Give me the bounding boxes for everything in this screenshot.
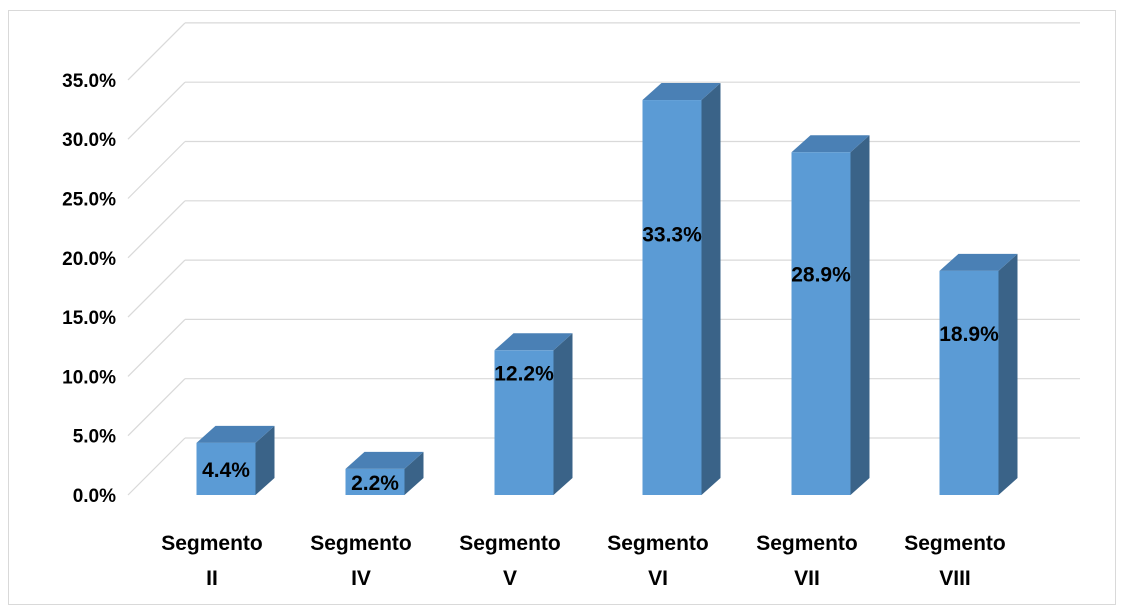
- gridline-depth: [127, 259, 186, 318]
- x-tick-label: V: [503, 567, 517, 590]
- x-tick-label: Segmento: [161, 532, 263, 555]
- data-label: 28.9%: [791, 264, 851, 287]
- x-tick-label: Segmento: [607, 532, 709, 555]
- bar-side: [850, 135, 870, 495]
- y-tick-label: 15.0%: [62, 308, 116, 329]
- gridline-depth: [127, 378, 186, 437]
- gridline-depth: [127, 200, 186, 259]
- y-tick-label: 5.0%: [73, 427, 116, 448]
- x-tick-label: Segmento: [904, 532, 1006, 555]
- data-label: 18.9%: [939, 323, 999, 346]
- gridline-depth: [127, 141, 186, 199]
- bar-top: [345, 451, 424, 469]
- bar-side: [255, 425, 275, 495]
- data-label: 12.2%: [494, 363, 554, 386]
- x-tick-label: VIII: [939, 567, 971, 590]
- chart-frame: [8, 10, 1116, 605]
- x-tick-label: Segmento: [459, 532, 561, 555]
- x-tick-label: VII: [794, 567, 820, 590]
- bar-side: [553, 333, 573, 495]
- bar-top: [791, 135, 870, 153]
- y-tick-label: 30.0%: [62, 130, 116, 151]
- data-label: 2.2%: [351, 472, 399, 495]
- x-tick-label: Segmento: [756, 532, 858, 555]
- data-label: 4.4%: [202, 459, 250, 482]
- bar-top: [642, 83, 721, 101]
- bar-top: [939, 253, 1018, 271]
- y-tick-label: 10.0%: [62, 367, 116, 388]
- bar-side: [404, 451, 424, 495]
- bar-side: [701, 83, 721, 495]
- y-tick-label: 25.0%: [62, 190, 116, 211]
- y-tick-label: 0.0%: [73, 486, 116, 507]
- bar-top: [494, 333, 573, 351]
- bar-top: [196, 425, 275, 443]
- gridline-depth: [127, 81, 186, 140]
- bar: [791, 152, 851, 495]
- bar-side: [998, 253, 1018, 495]
- bar: [642, 100, 702, 495]
- y-tick-label: 35.0%: [62, 71, 116, 92]
- bar: [939, 270, 999, 495]
- bar: [196, 442, 256, 495]
- data-label: 33.3%: [642, 224, 702, 247]
- gridline-depth: [127, 22, 186, 81]
- x-tick-label: II: [206, 567, 218, 590]
- y-tick-label: 20.0%: [62, 249, 116, 270]
- gridline-depth: [127, 318, 186, 377]
- x-tick-label: VI: [648, 567, 668, 590]
- x-tick-label: IV: [351, 567, 371, 590]
- bar: [345, 468, 405, 495]
- bar: [494, 350, 554, 495]
- x-tick-label: Segmento: [310, 532, 412, 555]
- gridline-depth: [127, 437, 186, 496]
